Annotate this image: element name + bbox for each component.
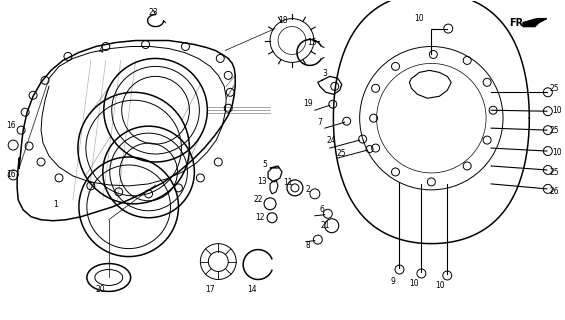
Text: 23: 23: [149, 8, 158, 17]
Polygon shape: [523, 19, 547, 27]
Text: 13: 13: [257, 177, 267, 187]
Text: 25: 25: [549, 168, 559, 178]
Text: 15: 15: [307, 38, 317, 47]
Text: 10: 10: [415, 14, 424, 23]
Text: 14: 14: [247, 285, 257, 294]
Text: 10: 10: [552, 106, 562, 115]
Text: 16: 16: [6, 121, 16, 130]
Text: 7: 7: [318, 118, 322, 127]
Text: 10: 10: [410, 279, 419, 288]
Text: 8: 8: [306, 241, 310, 250]
Text: 4: 4: [98, 46, 103, 55]
Text: 25: 25: [337, 148, 346, 157]
Text: 2: 2: [306, 185, 310, 194]
Text: 5: 5: [263, 160, 267, 170]
Text: 25: 25: [549, 84, 559, 93]
Text: 17: 17: [206, 285, 215, 294]
Text: 25: 25: [549, 126, 559, 135]
Text: FR.: FR.: [509, 18, 527, 28]
Text: 10: 10: [552, 148, 562, 156]
Text: 21: 21: [320, 221, 329, 230]
Text: 22: 22: [253, 195, 263, 204]
Text: 10: 10: [436, 281, 445, 290]
Text: 16: 16: [6, 171, 16, 180]
Text: 20: 20: [96, 285, 106, 294]
Text: 18: 18: [278, 16, 288, 25]
Text: 1: 1: [54, 200, 58, 209]
Text: 24: 24: [327, 136, 337, 145]
Text: 12: 12: [255, 213, 265, 222]
Text: 3: 3: [323, 69, 327, 78]
Text: 26: 26: [549, 188, 559, 196]
Text: 11: 11: [283, 179, 293, 188]
Text: 9: 9: [390, 277, 395, 286]
Text: 19: 19: [303, 99, 312, 108]
Text: 6: 6: [319, 205, 324, 214]
